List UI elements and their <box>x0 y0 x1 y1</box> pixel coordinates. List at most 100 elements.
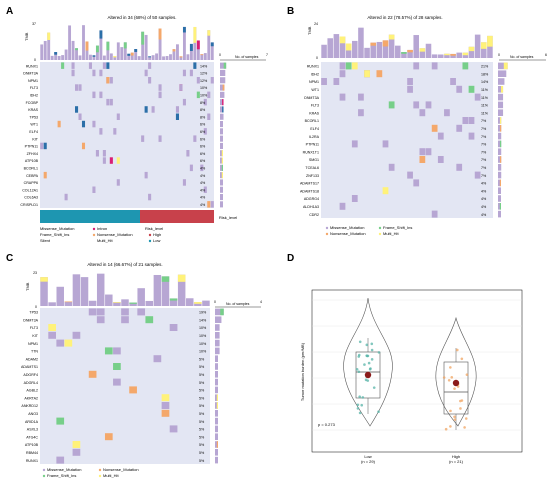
mutation-cell <box>72 331 81 339</box>
sample-count-bar <box>215 363 218 370</box>
mutation-cell <box>462 117 469 124</box>
sample-count-bar <box>215 308 224 316</box>
tmb-bar <box>137 56 141 60</box>
gene-percent: 11% <box>481 111 489 115</box>
gene-percent: 4% <box>481 205 487 209</box>
gene-label: RUNX1 <box>26 64 38 68</box>
gene-percent: 5% <box>199 389 205 393</box>
gene-label: ARID1A <box>25 420 39 424</box>
gene-percent: 11% <box>481 104 489 108</box>
tmb-bar-segment <box>47 32 51 40</box>
gene-label: ANKRD12 <box>21 404 38 408</box>
tmb-bar <box>388 34 395 58</box>
sample-count-bar <box>215 347 220 355</box>
gene-percent: 5% <box>199 373 205 377</box>
mutation-cell <box>419 156 426 163</box>
legend-missense: Missense_Mutation <box>40 226 74 231</box>
gene-percent: 4% <box>481 189 487 193</box>
mutation-cell <box>207 113 211 120</box>
mutation-cell <box>382 187 389 195</box>
mutation-cell <box>102 157 106 164</box>
mutation-cell <box>175 113 179 120</box>
tmb-bar-segment <box>54 52 58 55</box>
data-point <box>370 358 374 361</box>
gene-percent: 4% <box>200 196 206 200</box>
mutation-cell <box>388 101 395 109</box>
sample-count-bar-segment <box>222 84 225 91</box>
sample-count-bar <box>220 113 224 120</box>
data-point <box>447 378 451 382</box>
data-point <box>453 387 456 390</box>
tmb-bar-segment <box>388 34 395 40</box>
data-point <box>361 396 365 399</box>
tmb-bar <box>202 300 210 306</box>
data-point <box>358 395 361 399</box>
tmb-bar <box>382 40 389 58</box>
legend-frameshift: Frame_Shift_Ins <box>383 225 412 230</box>
legend-risk-title: Risk_level <box>145 226 163 231</box>
panel-d-ylabel: Tumor mutation burden (per/MB) <box>300 342 305 401</box>
mutation-cell <box>116 179 120 186</box>
gene-label: TTN <box>31 350 38 354</box>
mutation-cell <box>102 150 106 157</box>
tmb-bar <box>64 301 73 306</box>
mutation-cell <box>96 308 105 316</box>
sample-count-bar-segment <box>220 308 224 316</box>
tmb-bar-segment <box>169 298 178 301</box>
tmb-bar <box>145 300 154 306</box>
sample-count-bar <box>220 164 223 171</box>
gene-label: ELF4 <box>29 130 38 134</box>
gene-label: AGBL2 <box>26 389 38 393</box>
mutation-cell <box>71 69 75 77</box>
mutation-cell <box>182 98 186 106</box>
sample-count-bar <box>498 125 502 132</box>
tmb-bar <box>137 288 145 306</box>
panel-b-gene-labels: RUNX1 IDH2 NPM1 WT1 DNMT3A FLT3 KRAS BCORL1 ELF4… <box>300 65 320 217</box>
sample-count-bar-segment <box>221 172 223 179</box>
mutation-cell <box>382 140 389 148</box>
mutation-cell <box>351 140 358 148</box>
panel-d-plot-area <box>311 289 523 453</box>
tmb-bar <box>487 35 493 58</box>
sample-count-bar-segment <box>499 203 501 210</box>
tmb-bar-segment <box>339 36 346 44</box>
panel-a-tmb-max: 37 <box>32 22 36 26</box>
gene-label: ADAM2 <box>26 357 38 361</box>
mutation-cell <box>88 308 97 316</box>
gene-percent: 7% <box>481 158 487 162</box>
tmb-bar <box>155 53 159 60</box>
data-point <box>442 376 446 379</box>
mutation-cell <box>351 62 358 70</box>
panel-a-oncoplot <box>40 62 214 208</box>
sample-count-bar <box>220 150 223 157</box>
tmb-bar <box>165 56 169 60</box>
mutation-cell <box>474 93 481 101</box>
gene-percent: 10% <box>200 93 208 97</box>
tmb-bar <box>40 44 44 60</box>
mutation-cell <box>203 98 207 106</box>
tmb-bar <box>431 54 438 58</box>
mutation-cell <box>425 148 432 156</box>
panel-c: C Altered in 14 (66.67%) of 21 samples. … <box>6 253 262 478</box>
mutation-cell <box>388 163 395 171</box>
mutation-cell <box>358 109 364 117</box>
mutation-cell <box>95 150 99 157</box>
tmb-bar-segment <box>64 301 73 303</box>
data-point <box>449 366 452 369</box>
tmb-bar <box>116 42 120 60</box>
panel-b-sample-bars <box>498 62 508 218</box>
tmb-bar <box>162 56 165 60</box>
panel-d-group-high-n: (n = 21) <box>449 459 464 464</box>
tmb-bar-segment <box>158 28 162 40</box>
gene-label: SMG1 <box>309 158 319 162</box>
panel-c-tmb-bars <box>40 273 210 306</box>
panel-b-percentages: 21% 18% 14% 11% 11% 11% 11% 7% 7% 7% 7% 7% 7% 7% 7% 4% 4… <box>481 65 489 217</box>
data-point <box>456 348 459 352</box>
mutation-cell <box>364 70 370 78</box>
violin-high <box>435 316 477 427</box>
tmb-bar <box>88 300 97 306</box>
tmb-bar-segment <box>345 43 352 51</box>
sample-count-bar <box>498 148 502 155</box>
panel-a-title: Altered in 34 (68%) of 50 samples. <box>107 15 176 20</box>
tmb-bar <box>358 27 364 58</box>
